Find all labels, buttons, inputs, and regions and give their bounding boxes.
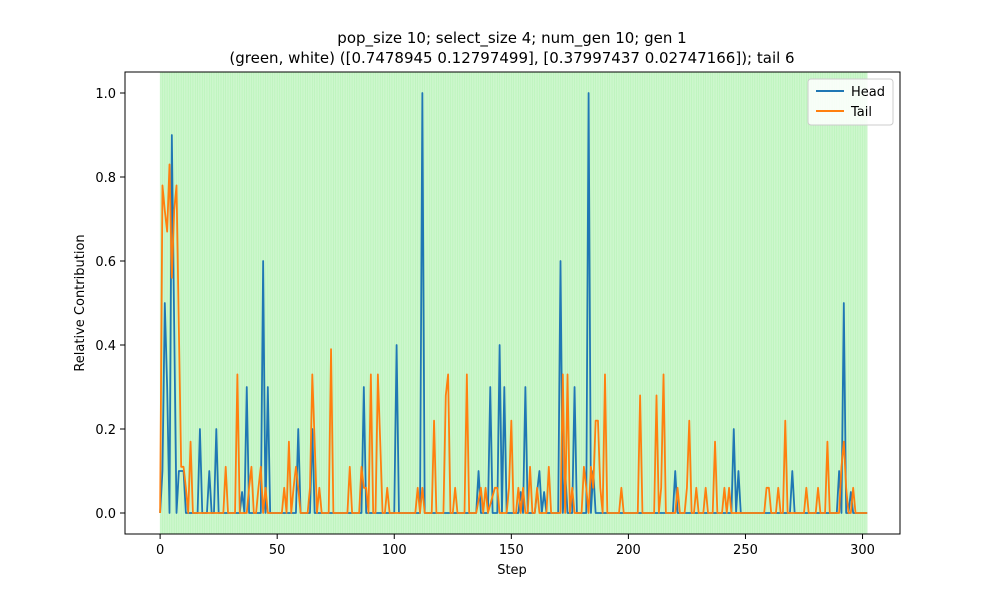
highlight-band [159,72,868,534]
y-tick-label: 0.4 [95,339,116,354]
y-tick-label: 0.2 [95,423,116,438]
x-tick-label: 250 [733,543,758,558]
band-fill [160,72,868,534]
y-axis-ticks: 0.0 0.2 0.4 0.6 0.8 1.0 [95,87,125,522]
x-axis-label: Step [497,563,527,578]
y-tick-label: 0.6 [95,255,116,270]
series-line-tail [159,163,868,514]
legend-tail-label: Tail [850,105,872,120]
chart-title-line2: (green, white) ([0.7478945 0.12797499], … [229,49,794,67]
series-lines [159,92,868,514]
x-tick-label: 100 [382,543,407,558]
y-tick-label: 1.0 [95,87,116,102]
x-tick-label: 300 [850,543,875,558]
chart-title-line1: pop_size 10; select_size 4; num_gen 10; … [337,29,686,48]
y-axis-label: Relative Contribution [73,234,88,371]
x-tick-label: 0 [156,543,164,558]
x-tick-label: 200 [616,543,641,558]
legend-head-label: Head [851,85,885,100]
x-tick-label: 50 [269,543,286,558]
legend: Head Tail [807,78,894,126]
y-tick-label: 0.0 [95,507,116,522]
x-axis-ticks: 0 50 100 150 200 250 300 [156,534,875,558]
x-tick-label: 150 [499,543,524,558]
plot-frame [124,71,901,535]
y-tick-label: 0.8 [95,171,116,186]
